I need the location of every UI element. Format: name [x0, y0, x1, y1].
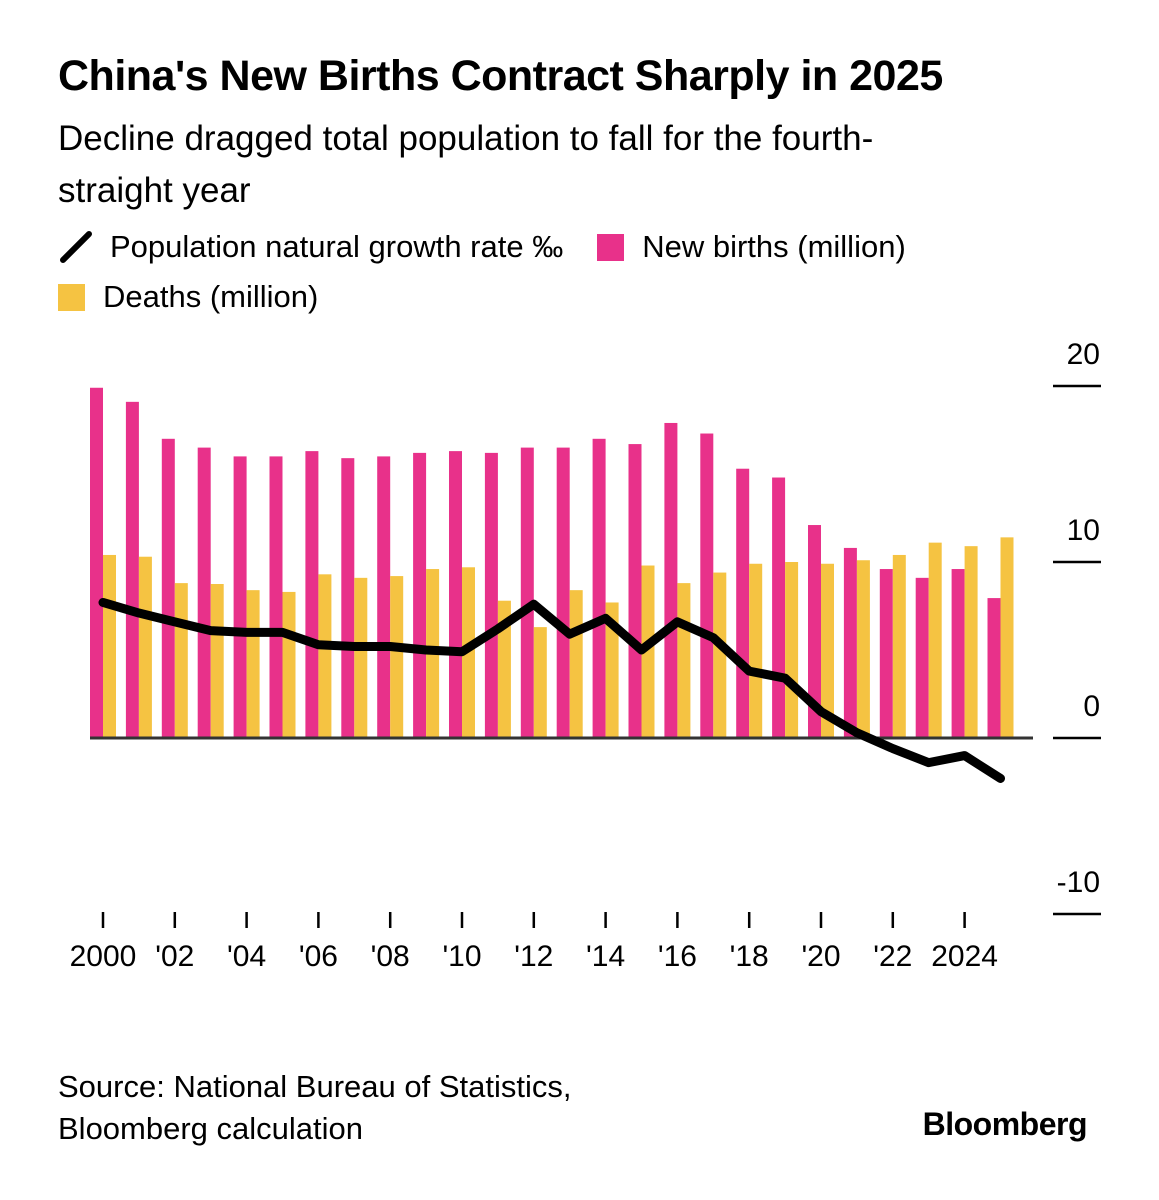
legend-label-deaths: Deaths (million) [103, 279, 319, 314]
births-bar-2004 [233, 456, 247, 738]
deaths-bar-2025 [1000, 537, 1014, 738]
x-tick-label: '18 [730, 940, 769, 973]
births-bar-2021 [843, 547, 857, 738]
deaths-bar-2002 [174, 583, 188, 738]
y-tick-label: -10 [1057, 866, 1100, 899]
bars-group [90, 387, 1014, 738]
x-tick-label: 2024 [931, 940, 998, 973]
births-bar-2019 [772, 477, 786, 738]
births-bar-2006 [305, 451, 319, 738]
growth-rate-line [98, 597, 1005, 783]
deaths-bar-2000 [103, 554, 116, 738]
births-bar-2003 [197, 447, 211, 738]
deaths-bar-2004 [246, 590, 260, 738]
x-tick-label: '16 [658, 940, 697, 973]
births-bar-2008 [377, 456, 391, 738]
deaths-bar-2007 [354, 577, 368, 738]
births-bar-2023 [915, 577, 929, 738]
deaths-bar-2019 [785, 562, 799, 738]
births-bar-2024 [951, 569, 965, 738]
births-bar-2009 [413, 452, 427, 738]
deaths-bar-2005 [282, 591, 296, 738]
x-tick-label: '22 [873, 940, 912, 973]
births-bar-2013 [556, 447, 570, 738]
births-bar-2001 [125, 401, 139, 738]
births-bar-2014 [592, 438, 606, 738]
deaths-bar-2020 [821, 563, 834, 738]
y-axis: 20 10 0 -10 [1053, 338, 1101, 916]
deaths-bar-2011 [497, 600, 511, 738]
deaths-bar-2003 [210, 584, 224, 738]
births-swatch-icon [597, 233, 625, 261]
deaths-bar-2001 [138, 556, 152, 738]
deaths-bar-2015 [641, 565, 655, 738]
births-bar-2002 [161, 438, 175, 738]
x-tick-label: '02 [155, 940, 194, 973]
births-bar-2025 [987, 598, 1001, 738]
births-bar-2000 [90, 387, 103, 738]
legend-item-new-births: New births (million) [597, 229, 906, 265]
births-bar-2007 [341, 458, 355, 738]
chart-subtitle: Decline dragged total population to fall… [58, 119, 874, 210]
births-bar-2018 [736, 468, 750, 738]
deaths-bar-2014 [605, 602, 619, 738]
deaths-bar-2017 [713, 572, 727, 738]
deaths-bar-2023 [928, 542, 942, 738]
x-tick-label: '06 [299, 940, 338, 973]
x-tick-label: 2000 [70, 940, 137, 973]
legend-row-2: Deaths (million) [58, 279, 352, 315]
births-bar-2015 [628, 444, 642, 738]
legend-row-1: Population natural growth rate ‰ New bir… [58, 229, 940, 265]
births-bar-2011 [484, 452, 498, 738]
x-axis: 2000 '02 '04 '06 '08 '10 '12 '14 '16 '18 '20 '22 202… [70, 912, 998, 973]
deaths-bar-2021 [856, 560, 870, 738]
deaths-swatch-icon [58, 283, 85, 311]
source-note: Source: National Bureau of Statistics, B… [58, 1069, 572, 1146]
births-bar-2020 [808, 525, 821, 738]
births-bar-2016 [664, 422, 678, 738]
chart-title: China's New Births Contract Sharply in 2… [58, 52, 943, 100]
births-bar-2022 [879, 569, 893, 738]
legend-label-new-births: New births (million) [642, 229, 906, 264]
legend-label-growth-rate: Population natural growth rate ‰ [110, 229, 564, 264]
deaths-bar-2006 [318, 574, 332, 738]
x-tick-label: '04 [227, 940, 266, 973]
y-tick-label: 0 [1083, 690, 1100, 723]
diagonal-line-icon [60, 231, 92, 263]
x-tick-label: '12 [514, 940, 553, 973]
deaths-bar-2008 [390, 576, 404, 738]
deaths-bar-2012 [533, 627, 547, 738]
deaths-bar-2013 [569, 590, 583, 738]
deaths-bar-2022 [892, 554, 906, 738]
x-tick-label: '14 [586, 940, 625, 973]
y-tick-label: 20 [1067, 338, 1100, 371]
deaths-bar-2016 [677, 583, 691, 738]
births-bar-2010 [449, 451, 462, 738]
x-tick-label: '20 [801, 940, 840, 973]
x-tick-label: '08 [371, 940, 410, 973]
births-bar-2012 [520, 447, 534, 738]
chart-plot: 20 10 0 -10 2000 '02 '04 '06 '08 '10 '12 '14 '16 '18… [70, 338, 1101, 973]
legend-item-deaths: Deaths (million) [58, 279, 318, 315]
births-bar-2017 [700, 433, 714, 738]
legend-item-growth-rate: Population natural growth rate ‰ [58, 229, 563, 265]
bloomberg-logo: Bloomberg [922, 1106, 1088, 1142]
births-bar-2005 [269, 456, 283, 738]
deaths-bar-2024 [964, 546, 978, 738]
y-tick-label: 10 [1067, 514, 1100, 547]
x-tick-label: '10 [442, 940, 481, 973]
deaths-bar-2018 [749, 563, 763, 738]
